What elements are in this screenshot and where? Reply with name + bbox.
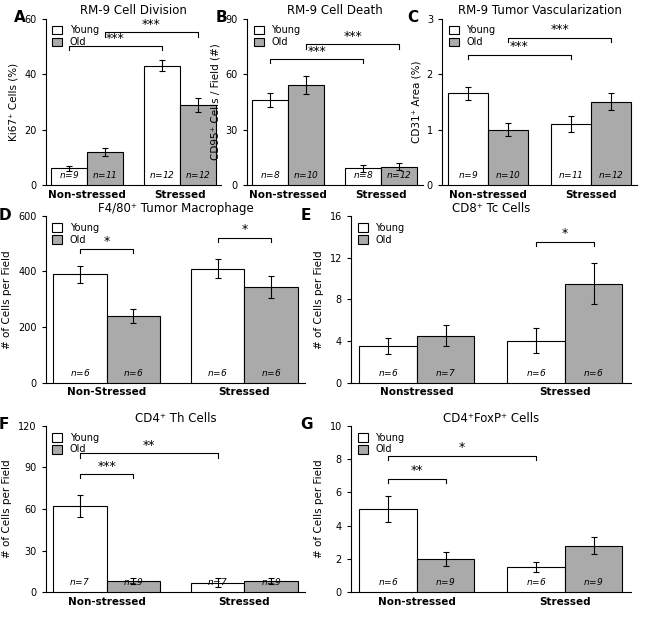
Bar [87, 152, 123, 185]
Legend: Young, Old: Young, Old [356, 221, 406, 247]
Text: C: C [407, 10, 418, 25]
Legend: Young, Old: Young, Old [50, 221, 101, 247]
Text: $n$=9: $n$=9 [261, 576, 281, 587]
Text: $n$=6: $n$=6 [207, 366, 228, 378]
Bar [551, 124, 591, 185]
Y-axis label: # of Cells per Field: # of Cells per Field [3, 460, 12, 558]
Text: $n$=10: $n$=10 [293, 169, 320, 180]
Legend: Young, Old: Young, Old [50, 431, 101, 457]
Title: RM-9 Tumor Vascularization: RM-9 Tumor Vascularization [458, 4, 621, 17]
Bar [107, 581, 160, 592]
Bar [252, 100, 289, 185]
Text: $n$=8: $n$=8 [260, 169, 281, 180]
Bar [345, 168, 381, 185]
Bar [53, 274, 107, 383]
Legend: Young, Old: Young, Old [447, 23, 497, 49]
Text: $n$=6: $n$=6 [378, 366, 398, 378]
Bar [507, 341, 565, 383]
Text: *: * [241, 223, 248, 236]
Text: G: G [301, 417, 313, 433]
Text: D: D [0, 207, 11, 223]
Bar [107, 316, 160, 383]
Bar [191, 582, 244, 592]
Title: RM-9 Cell Death: RM-9 Cell Death [287, 4, 383, 17]
Text: $n$=12: $n$=12 [598, 169, 624, 180]
Text: $n$=6: $n$=6 [526, 576, 546, 587]
Text: $n$=12: $n$=12 [185, 169, 211, 180]
Title: RM-9 Cell Division: RM-9 Cell Division [80, 4, 187, 17]
Text: $n$=9: $n$=9 [124, 576, 144, 587]
Text: $n$=11: $n$=11 [92, 169, 118, 180]
Text: $n$=9: $n$=9 [58, 169, 79, 180]
Legend: Young, Old: Young, Old [50, 23, 101, 49]
Bar [488, 130, 528, 185]
Text: $n$=6: $n$=6 [261, 366, 281, 378]
Title: CD4⁺FoxP⁺ Cells: CD4⁺FoxP⁺ Cells [443, 412, 539, 424]
Bar [591, 102, 631, 185]
Text: ***: *** [307, 44, 326, 57]
Text: *: * [459, 441, 465, 454]
Bar [359, 346, 417, 383]
Text: $n$=6: $n$=6 [583, 366, 604, 378]
Text: **: ** [142, 439, 155, 452]
Y-axis label: # of Cells per Field: # of Cells per Field [3, 250, 12, 349]
Text: ***: *** [343, 30, 362, 43]
Text: ***: *** [106, 31, 125, 44]
Text: $n$=6: $n$=6 [70, 366, 90, 378]
Text: E: E [301, 207, 311, 223]
Text: $n$=10: $n$=10 [495, 169, 521, 180]
Title: F4/80⁺ Tumor Macrophage: F4/80⁺ Tumor Macrophage [98, 202, 254, 215]
Y-axis label: # of Cells per Field: # of Cells per Field [314, 250, 324, 349]
Text: *: * [562, 227, 568, 240]
Legend: Young, Old: Young, Old [356, 431, 406, 457]
Text: $n$=6: $n$=6 [526, 366, 546, 378]
Bar [565, 284, 622, 383]
Text: *: * [103, 234, 110, 247]
Y-axis label: CD95⁺ Cells / Field (#): CD95⁺ Cells / Field (#) [210, 43, 220, 160]
Bar [565, 545, 622, 592]
Bar [244, 581, 298, 592]
Bar [51, 168, 87, 185]
Bar [381, 167, 417, 185]
Text: $n$=7: $n$=7 [207, 576, 228, 587]
Bar [359, 509, 417, 592]
Text: ***: *** [142, 18, 161, 31]
Text: $n$=9: $n$=9 [583, 576, 604, 587]
Y-axis label: CD31⁺ Area (%): CD31⁺ Area (%) [411, 60, 421, 143]
Y-axis label: # of Cells per Field: # of Cells per Field [314, 460, 324, 558]
Text: ***: *** [510, 40, 529, 53]
Text: B: B [215, 10, 227, 25]
Text: $n$=7: $n$=7 [435, 366, 456, 378]
Text: **: ** [411, 465, 423, 478]
Text: A: A [14, 10, 25, 25]
Bar [191, 269, 244, 383]
Bar [244, 287, 298, 383]
Bar [179, 105, 216, 185]
Bar [417, 559, 474, 592]
Text: $n$=6: $n$=6 [378, 576, 398, 587]
Bar [507, 568, 565, 592]
Bar [144, 66, 179, 185]
Text: $n$=8: $n$=8 [353, 169, 374, 180]
Text: ***: *** [98, 460, 116, 473]
Legend: Young, Old: Young, Old [252, 23, 302, 49]
Text: $n$=11: $n$=11 [558, 169, 584, 180]
Text: $n$=9: $n$=9 [436, 576, 456, 587]
Text: F: F [0, 417, 9, 433]
Text: $n$=9: $n$=9 [458, 169, 478, 180]
Bar [417, 336, 474, 383]
Text: $n$=6: $n$=6 [123, 366, 144, 378]
Bar [289, 85, 324, 185]
Text: $n$=12: $n$=12 [386, 169, 412, 180]
Text: $n$=12: $n$=12 [149, 169, 175, 180]
Title: CD8⁺ Tc Cells: CD8⁺ Tc Cells [452, 202, 530, 215]
Text: $n$=7: $n$=7 [70, 576, 90, 587]
Y-axis label: Ki67⁺ Cells (%): Ki67⁺ Cells (%) [8, 63, 19, 141]
Title: CD4⁺ Th Cells: CD4⁺ Th Cells [135, 412, 216, 424]
Bar [448, 94, 488, 185]
Bar [53, 506, 107, 592]
Text: ***: *** [550, 23, 569, 36]
